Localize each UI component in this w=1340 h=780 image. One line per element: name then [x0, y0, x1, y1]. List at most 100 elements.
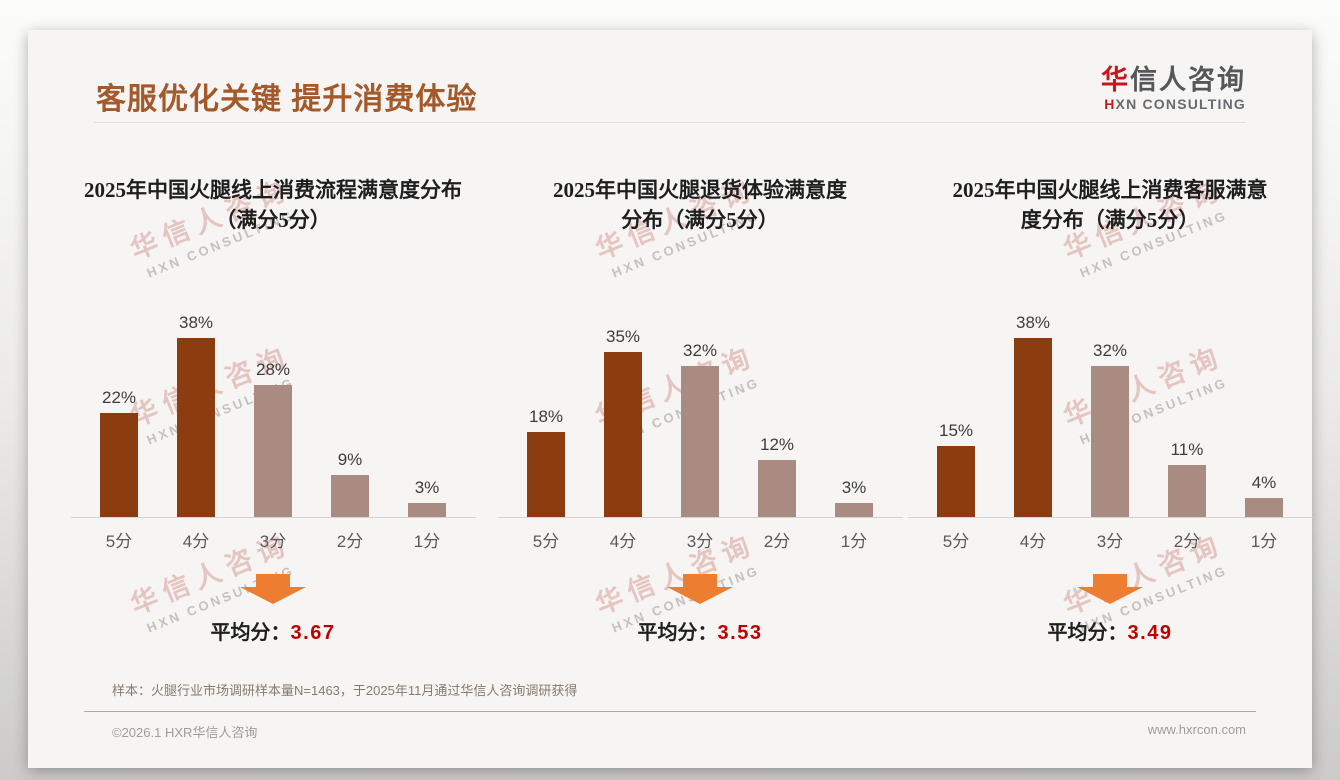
category-label: 2分: [763, 532, 791, 551]
bar-value-label: 18%: [528, 407, 564, 426]
down-arrow-icon: [1077, 574, 1143, 604]
category-labels: 5分 4分 3分 2分 1分: [508, 518, 893, 552]
bar-slot: 15%: [918, 421, 995, 517]
chart-column-3: 2025年中国火腿线上消费客服满意 度分布（满分5分） 15% 38% 32% 11% 4%…: [900, 160, 1320, 645]
bar-slot: 28%: [235, 360, 312, 517]
bar-3: [254, 385, 292, 517]
category-label: 5分: [532, 532, 560, 551]
average-score: 平均分：3.49: [900, 616, 1320, 645]
category-label: 1分: [1250, 532, 1278, 551]
chart-title-line: 2025年中国火腿退货体验满意度: [553, 178, 847, 202]
bar-value-label: 38%: [178, 313, 214, 332]
average-value: 3.67: [290, 622, 336, 644]
average-score: 平均分：3.53: [490, 616, 910, 645]
bar-slot: 38%: [995, 313, 1072, 517]
category-label: 3分: [686, 532, 714, 551]
bar-5: [1245, 498, 1283, 517]
category-label: 5分: [942, 532, 970, 551]
bar-slot: 35%: [585, 327, 662, 517]
bar-value-label: 9%: [337, 450, 363, 469]
bar-value-label: 28%: [255, 360, 291, 379]
bar-3: [681, 366, 719, 517]
slide: 华信人咨询 HXN CONSULTING 华信人咨询 HXN CONSULTING 华信…: [28, 30, 1313, 768]
average-label: 平均分：: [210, 622, 291, 644]
bar-value-label: 12%: [759, 435, 795, 454]
bar-slot: 18%: [508, 407, 585, 517]
average-label: 平均分：: [1047, 622, 1128, 644]
chart-title-line: （满分5分）: [215, 207, 331, 232]
bar-value-label: 4%: [1251, 473, 1277, 492]
bar-slot: 3%: [389, 478, 466, 517]
logo-cn-rest: 信人咨询: [1130, 65, 1246, 95]
category-label: 3分: [259, 532, 287, 551]
company-logo: 华信人咨询 HXN CONSULTING: [1101, 65, 1246, 112]
page-title: 客服优化关键 提升消费体验: [96, 83, 478, 116]
bar-2: [177, 338, 215, 517]
chart-title: 2025年中国火腿退货体验满意度 分布（满分5分）: [490, 176, 910, 236]
category-labels: 5分 4分 3分 2分 1分: [81, 518, 466, 552]
footer-divider: [84, 711, 1256, 712]
bar-value-label: 35%: [605, 327, 641, 346]
bar-slot: 22%: [81, 388, 158, 517]
bar-1: [937, 446, 975, 517]
logo-english-name: HXN CONSULTING: [1101, 95, 1246, 112]
bar-3: [1091, 366, 1129, 517]
bar-plot: 18% 35% 32% 12% 3%: [508, 236, 893, 517]
bar-slot: 3%: [816, 478, 893, 517]
bar-5: [835, 503, 873, 517]
bar-2: [1014, 338, 1052, 517]
bar-1: [527, 432, 565, 517]
category-label: 4分: [1019, 532, 1047, 551]
bar-slot: 4%: [1226, 473, 1303, 517]
bar-5: [408, 503, 446, 517]
bar-4: [1168, 465, 1206, 517]
chart-title: 2025年中国火腿线上消费流程满意度分布 （满分5分）: [63, 176, 483, 236]
bar-value-label: 11%: [1170, 440, 1204, 459]
logo-cn-red: 华: [1101, 65, 1130, 95]
bar-slot: 32%: [1072, 341, 1149, 517]
chart-title-line: 2025年中国火腿线上消费流程满意度分布: [84, 178, 462, 202]
average-value: 3.49: [1127, 622, 1173, 644]
category-label: 2分: [336, 532, 364, 551]
chart-title: 2025年中国火腿线上消费客服满意 度分布（满分5分）: [900, 176, 1320, 236]
x-axis-line: [70, 517, 476, 518]
down-arrow-icon: [240, 574, 306, 604]
bar-value-label: 3%: [841, 478, 867, 497]
chart-column-1: 2025年中国火腿线上消费流程满意度分布 （满分5分） 22% 38% 28% 9% 3% 5…: [63, 160, 483, 645]
bar-slot: 32%: [662, 341, 739, 517]
category-label: 3分: [1096, 532, 1124, 551]
logo-en-red: H: [1104, 95, 1116, 112]
down-arrow-icon: [667, 574, 733, 604]
chart-title-line: 分布（满分5分）: [621, 207, 779, 232]
sample-footnote: 样本：火腿行业市场调研样本量N=1463，于2025年11月通过华信人咨询调研获…: [112, 683, 578, 698]
bar-slot: 9%: [312, 450, 389, 517]
arrow-container: [490, 574, 910, 604]
category-label: 5分: [105, 532, 133, 551]
bar-slot: 38%: [158, 313, 235, 517]
average-value: 3.53: [717, 622, 763, 644]
bar-slot: 11%: [1149, 440, 1226, 517]
chart-title-line: 2025年中国火腿线上消费客服满意: [952, 178, 1268, 202]
bar-value-label: 22%: [101, 388, 137, 407]
arrow-container: [900, 574, 1320, 604]
category-label: 1分: [413, 532, 441, 551]
footer-copyright: ©2026.1 HXR华信人咨询: [112, 725, 258, 740]
bar-plot: 22% 38% 28% 9% 3%: [81, 236, 466, 517]
category-label: 4分: [609, 532, 637, 551]
average-score: 平均分：3.67: [63, 616, 483, 645]
arrow-container: [63, 574, 483, 604]
bar-value-label: 15%: [938, 421, 974, 440]
bar-value-label: 3%: [414, 478, 440, 497]
footer-url: www.hxrcon.com: [1147, 722, 1246, 737]
x-axis-line: [907, 517, 1313, 518]
bar-value-label: 32%: [682, 341, 718, 360]
bar-4: [331, 475, 369, 517]
category-labels: 5分 4分 3分 2分 1分: [918, 518, 1303, 552]
header-divider: [94, 122, 1246, 123]
x-axis-line: [497, 517, 903, 518]
bar-4: [758, 460, 796, 517]
chart-column-2: 2025年中国火腿退货体验满意度 分布（满分5分） 18% 35% 32% 12% 3% 5分…: [490, 160, 910, 645]
bar-value-label: 32%: [1092, 341, 1128, 360]
bar-value-label: 38%: [1015, 313, 1051, 332]
category-label: 1分: [840, 532, 868, 551]
